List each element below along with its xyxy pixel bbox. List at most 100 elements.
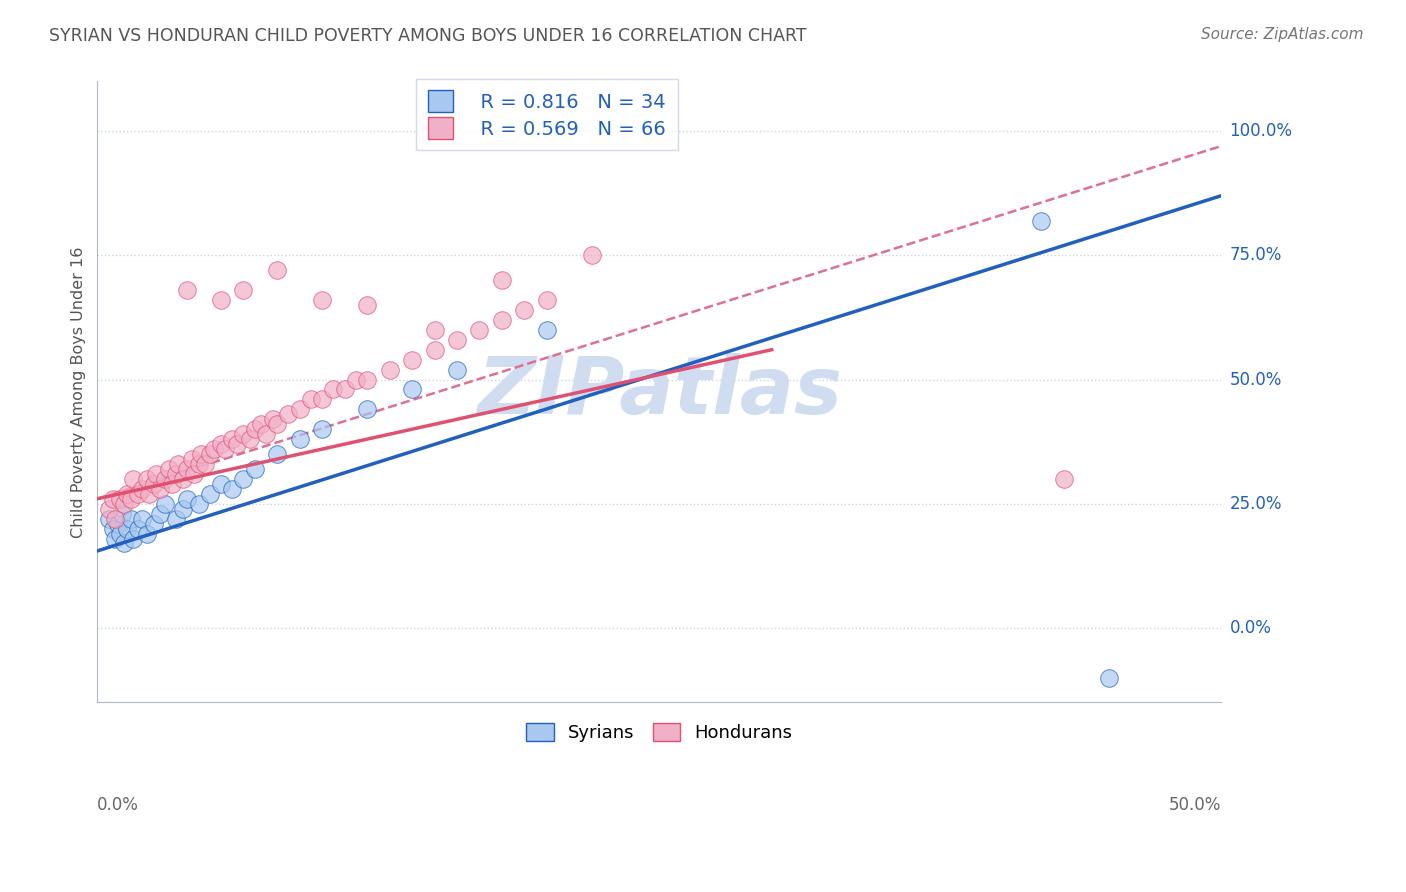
Point [122,532,145,546]
Text: 50.0%: 50.0% [1230,370,1282,389]
Point [194,457,217,471]
Point [104,532,127,546]
Point [344,372,367,386]
Text: 0.0%: 0.0% [1230,619,1271,637]
Point [127,522,149,536]
Text: SYRIAN VS HONDURAN CHILD POVERTY AMONG BOYS UNDER 16 CORRELATION CHART: SYRIAN VS HONDURAN CHILD POVERTY AMONG B… [49,27,807,45]
Point [239,432,262,446]
Point [149,507,172,521]
Point [513,303,536,318]
Text: 0.0%: 0.0% [97,796,139,814]
Point [153,472,176,486]
Point [266,263,288,277]
Point [446,333,468,347]
Point [299,392,322,407]
Point [209,437,232,451]
Point [176,462,198,476]
Point [120,491,142,506]
Point [142,476,165,491]
Point [356,372,378,386]
Point [214,442,236,456]
Point [176,491,198,506]
Point [127,487,149,501]
Point [311,293,333,307]
Text: 25.0%: 25.0% [1230,495,1282,513]
Point [221,432,243,446]
Point [131,482,153,496]
Point [115,487,138,501]
Point [112,536,135,550]
Y-axis label: Child Poverty Among Boys Under 16: Child Poverty Among Boys Under 16 [72,246,86,538]
Legend:   R = 0.816   N = 34,   R = 0.569   N = 66: R = 0.816 N = 34, R = 0.569 N = 66 [416,78,678,151]
Point [209,293,232,307]
Point [423,343,446,357]
Point [232,427,254,442]
Point [288,402,311,417]
Point [131,511,153,525]
Point [288,432,311,446]
Point [202,442,225,456]
Point [322,383,344,397]
Point [250,417,273,432]
Point [356,402,378,417]
Point [423,323,446,337]
Point [232,283,254,297]
Point [1053,472,1076,486]
Point [183,467,205,481]
Point [180,452,202,467]
Point [1031,213,1053,227]
Point [401,383,423,397]
Point [167,457,190,471]
Point [97,511,120,525]
Point [135,526,157,541]
Point [149,482,172,496]
Point [401,352,423,367]
Point [142,516,165,531]
Point [254,427,277,442]
Point [491,313,513,327]
Point [243,422,266,436]
Point [225,437,247,451]
Point [311,392,333,407]
Point [115,522,138,536]
Point [262,412,284,426]
Point [243,462,266,476]
Point [107,516,129,531]
Point [536,323,558,337]
Point [198,487,221,501]
Point [311,422,333,436]
Text: 100.0%: 100.0% [1230,122,1292,140]
Point [122,472,145,486]
Point [209,476,232,491]
Point [198,447,221,461]
Point [266,447,288,461]
Point [157,462,180,476]
Point [120,511,142,525]
Point [108,526,131,541]
Point [468,323,491,337]
Point [165,467,187,481]
Point [176,283,198,297]
Point [138,487,160,501]
Point [135,472,157,486]
Point [111,507,134,521]
Point [536,293,558,307]
Point [491,273,513,287]
Point [104,511,127,525]
Text: 50.0%: 50.0% [1168,796,1222,814]
Point [112,497,135,511]
Point [101,522,124,536]
Point [187,457,209,471]
Point [145,467,167,481]
Point [232,472,254,486]
Point [160,476,183,491]
Point [1098,671,1121,685]
Point [446,362,468,376]
Point [97,501,120,516]
Text: 75.0%: 75.0% [1230,246,1282,264]
Point [190,447,212,461]
Point [108,491,131,506]
Point [187,497,209,511]
Point [221,482,243,496]
Text: Source: ZipAtlas.com: Source: ZipAtlas.com [1201,27,1364,42]
